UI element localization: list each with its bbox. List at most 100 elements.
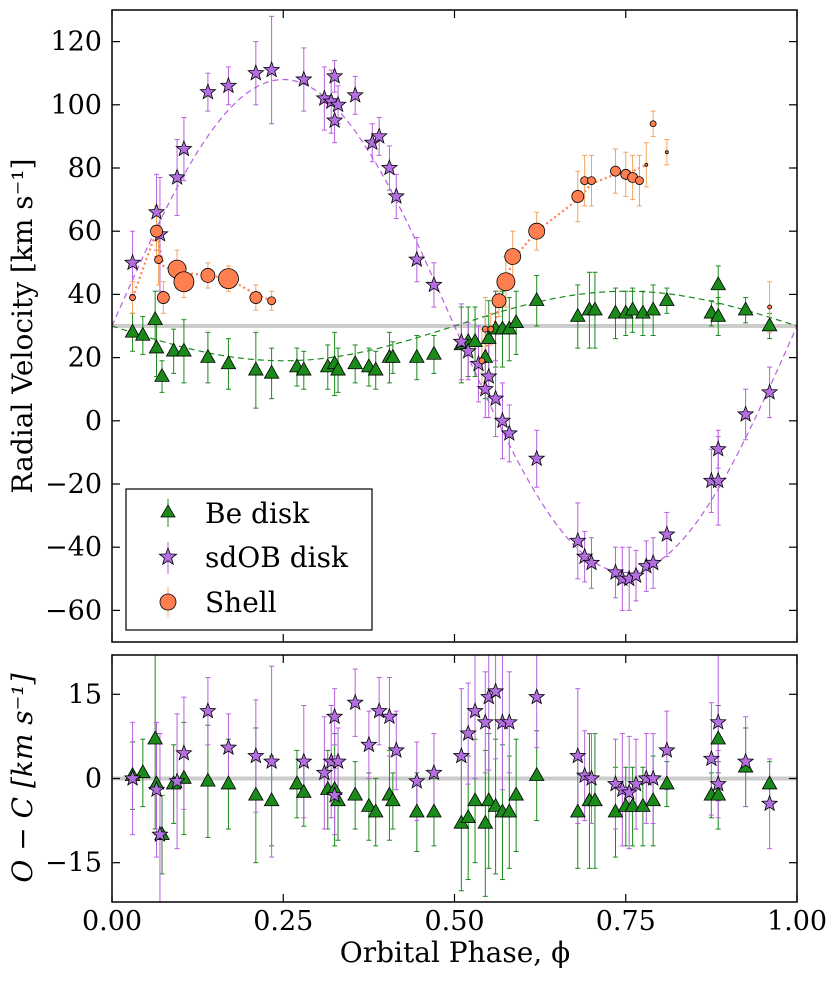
bottom-sdob-point xyxy=(425,763,443,781)
bottom-sdob-point xyxy=(569,746,587,764)
top-sdob-point xyxy=(147,203,166,220)
top-be-point xyxy=(124,323,141,338)
top-be-point xyxy=(220,355,237,370)
legend-entry-be: Be disk xyxy=(160,497,310,530)
bottom-be-point xyxy=(220,775,237,790)
top-sdob-point xyxy=(736,405,755,422)
top-y-tick-label: −20 xyxy=(45,469,102,500)
top-be-point xyxy=(330,361,346,376)
top-be-point xyxy=(624,301,641,316)
top-be-point xyxy=(295,361,312,376)
bottom-sdob-point xyxy=(346,693,364,711)
legend-shell-label: Shell xyxy=(205,586,277,619)
top-y-tick-label: 120 xyxy=(50,27,102,58)
bottom-x-ticks: 0.00 0.25 0.50 0.75 1.00 xyxy=(82,655,827,937)
top-sdob-point xyxy=(325,111,344,129)
bottom-be-point xyxy=(367,803,384,818)
bottom-sdob-point xyxy=(325,786,344,803)
top-sdob-point xyxy=(168,168,186,185)
top-sdob-point xyxy=(459,342,477,359)
bottom-sdob-point xyxy=(123,769,142,786)
top-y-tick-label: 80 xyxy=(68,153,102,184)
top-be-point xyxy=(165,342,182,357)
top-y-tick-label: 40 xyxy=(68,279,102,310)
bottom-be-point xyxy=(134,764,151,779)
bottom-sdob-point xyxy=(387,741,405,758)
top-be-point xyxy=(426,345,442,360)
top-be-point xyxy=(528,291,545,306)
top-shell-point xyxy=(487,325,495,333)
legend-shell-marker xyxy=(159,593,177,611)
bottom-sdob-point xyxy=(709,774,727,792)
top-shell-point xyxy=(218,268,239,290)
bottom-be-point xyxy=(528,766,545,781)
top-shell-point xyxy=(635,176,644,186)
bottom-sdob-point xyxy=(329,752,347,769)
top-be-point xyxy=(384,348,401,363)
top-be-point xyxy=(148,339,165,354)
top-sdob-point xyxy=(262,60,281,78)
top-shell-point xyxy=(156,291,170,304)
bottom-sdob-point xyxy=(325,707,344,725)
top-be-point xyxy=(347,355,364,370)
bottom-y-tick-label: 0 xyxy=(85,764,102,795)
legend-sdob-marker xyxy=(158,546,178,566)
bottom-be-point xyxy=(569,803,586,818)
top-sdob-point xyxy=(380,158,399,176)
legend-sdob-label: sdOB disk xyxy=(205,541,349,574)
top-be-point xyxy=(607,304,624,319)
bottom-be-point xyxy=(147,730,164,745)
bottom-sdob-point xyxy=(315,763,334,781)
top-be-point xyxy=(263,364,280,379)
top-be-point xyxy=(480,329,497,344)
bottom-sdob-point xyxy=(627,774,645,792)
top-shell-point xyxy=(249,291,263,304)
bottom-be-point xyxy=(200,772,216,787)
top-sdob-point xyxy=(582,553,601,571)
top-be-point xyxy=(367,361,384,376)
top-y-ticks: −60 −40 −20 0 20 40 60 80 100 120 xyxy=(45,27,797,626)
top-y-tick-label: −60 xyxy=(45,595,102,626)
top-y-axis-title: Radial Velocity [km s⁻¹] xyxy=(6,158,39,493)
bottom-sdob-point xyxy=(736,752,755,769)
top-shell-point xyxy=(267,296,277,306)
bottom-be-point xyxy=(508,786,525,801)
bottom-be-point xyxy=(460,808,477,823)
x-tick-label: 0.50 xyxy=(424,906,484,937)
top-be-point xyxy=(200,348,216,363)
top-sdob-point xyxy=(247,64,265,81)
top-be-point xyxy=(737,301,754,316)
x-tick-label: 1.00 xyxy=(767,906,827,937)
bottom-y-ticks: −15 0 15 xyxy=(45,679,797,879)
bottom-sdob-point xyxy=(408,772,426,789)
top-sdob-point xyxy=(493,411,512,429)
top-be-point xyxy=(134,326,151,341)
top-sdob-point xyxy=(709,440,727,457)
top-be-point xyxy=(587,301,603,316)
bottom-sdob-point xyxy=(644,769,662,786)
bottom-be-point xyxy=(289,775,305,790)
bottom-be-point xyxy=(658,775,675,790)
top-sdob-point xyxy=(175,139,193,157)
bottom-sdob-point xyxy=(147,780,166,798)
top-shell-point xyxy=(664,150,669,155)
bottom-sdob-point xyxy=(486,682,505,699)
top-sdob-point xyxy=(329,95,347,113)
top-shell-point xyxy=(478,357,486,365)
bottom-be-point xyxy=(408,803,425,818)
bottom-sdob-point xyxy=(658,741,676,758)
top-shell-point xyxy=(150,224,163,238)
top-be-point xyxy=(467,332,483,348)
top-be-point xyxy=(147,310,164,325)
top-be-point xyxy=(761,317,778,332)
top-y-tick-label: −40 xyxy=(45,532,102,563)
top-sdob-point xyxy=(500,424,518,441)
top-shell-point xyxy=(610,165,621,177)
bottom-be-point xyxy=(761,775,778,790)
top-shell-point xyxy=(173,271,195,293)
legend: Be disk sdOB disk Shell xyxy=(125,488,373,631)
bottom-sdob-point xyxy=(247,746,265,764)
top-sdob-point xyxy=(528,449,546,467)
top-shell-point xyxy=(644,162,649,167)
